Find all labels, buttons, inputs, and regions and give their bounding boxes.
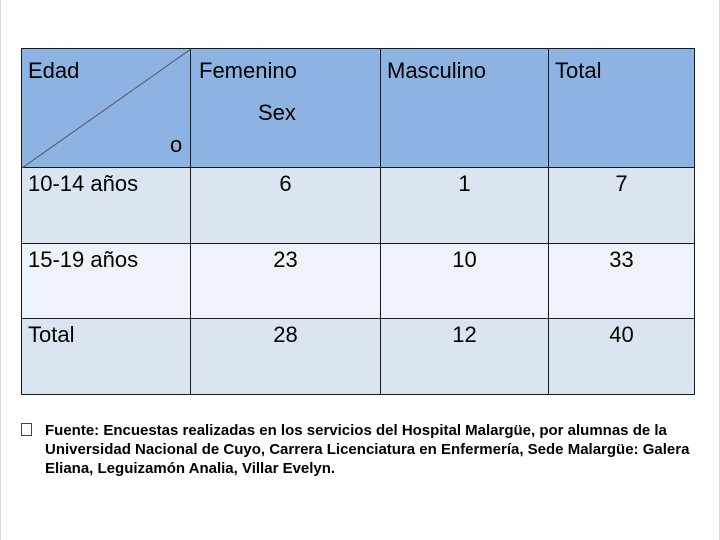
corner-cell: Edad [21,48,191,168]
column-header-total: Total [548,48,695,168]
row-label: Total [21,318,191,395]
data-table-container: Edad Femenino Masculino Total 10-14 años… [21,48,695,395]
cell-value: 12 [380,318,549,395]
cell-value: 1 [380,167,549,244]
cell-value: 6 [190,167,381,244]
cell-value: 23 [190,243,381,319]
bullet-icon [21,423,32,436]
cell-value: 33 [548,243,695,319]
row-label: 10-14 años [21,167,191,244]
column-group-label-tail: o [170,132,183,157]
table-row: 10-14 años 6 1 7 [21,167,695,244]
row-header-label: Edad [28,58,80,83]
column-header-label: Masculino [387,58,487,83]
data-table: Edad Femenino Masculino Total 10-14 años… [21,48,695,395]
table-header-row: Edad Femenino Masculino Total [21,48,695,168]
column-header-masculino: Masculino [380,48,549,168]
cell-value: 40 [548,318,695,395]
column-header-label: Femenino [199,58,297,83]
cell-value: 10 [380,243,549,319]
diagonal-divider [22,49,191,168]
footnote-text: Fuente: Encuestas realizadas en los serv… [45,422,690,477]
table-row: Total 28 12 40 [21,318,695,395]
column-header-label: Total [555,58,602,83]
cell-value: 7 [548,167,695,244]
column-group-label: Sex [258,100,296,125]
row-label: 15-19 años [21,243,191,319]
cell-value: 28 [190,318,381,395]
table-row: 15-19 años 23 10 33 [21,243,695,319]
